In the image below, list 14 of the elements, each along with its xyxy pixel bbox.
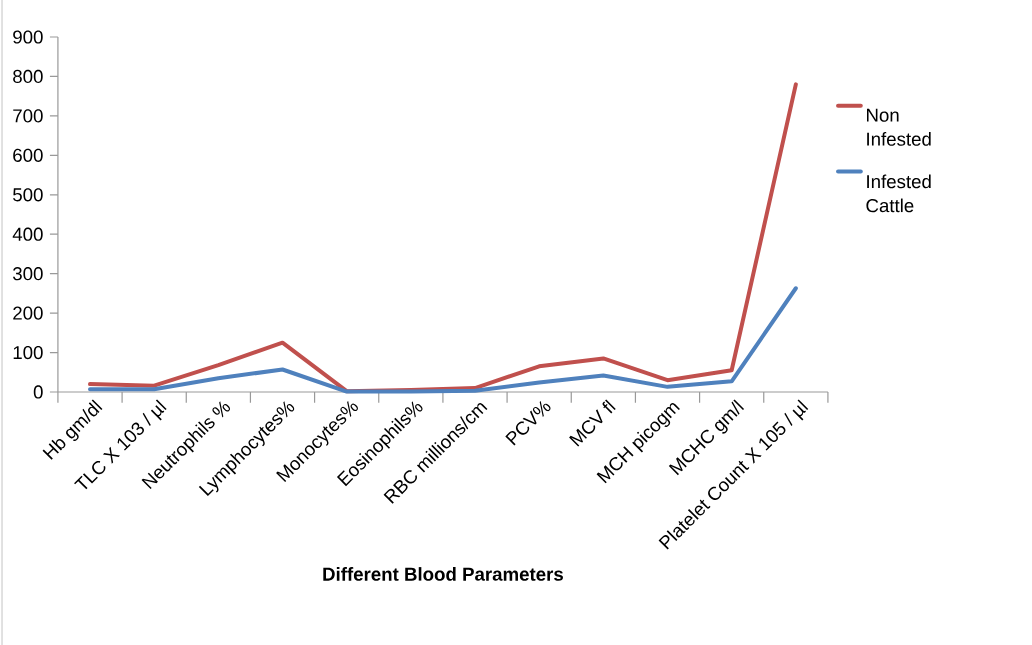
line-series [88,286,798,394]
x-axis-title: Different Blood Parameters [323,567,563,581]
y-tick-label: 300 [13,267,43,281]
y-tick-label: 500 [13,188,43,202]
y-tick-label: 0 [33,385,43,399]
y-tick-label: 800 [13,69,43,84]
legend-label: Infested Cattle [866,174,931,213]
y-tick-label: 200 [13,306,43,320]
y-tick-label: 600 [13,148,43,162]
y-tick-label: 400 [12,227,43,241]
legend-label: Non Infested [867,108,931,146]
y-tick-label: 100 [13,345,43,360]
y-tick-label: 900 [13,30,43,44]
y-tick-label: 700 [13,109,43,123]
